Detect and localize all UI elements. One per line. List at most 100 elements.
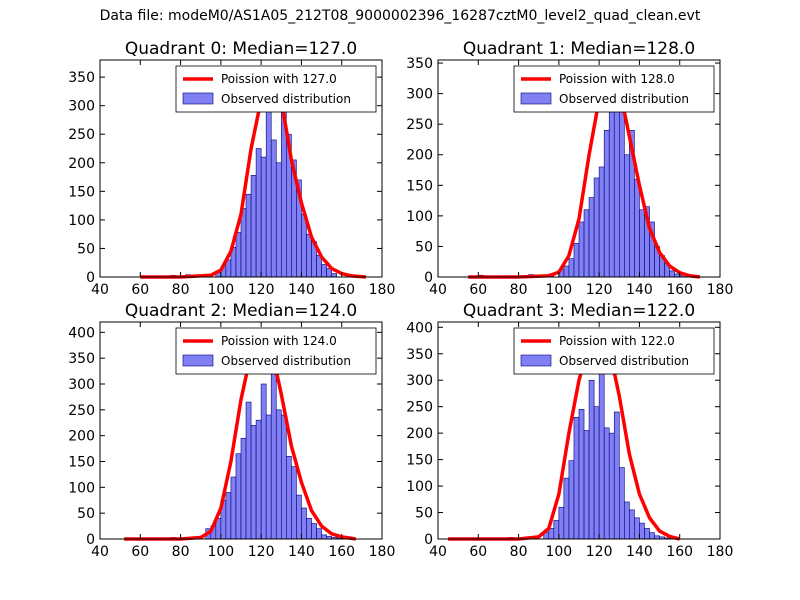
- x-tick-label: 180: [369, 544, 396, 560]
- y-tick-label: 150: [406, 453, 433, 469]
- subplot-title: Quadrant 3: Median=122.0: [463, 301, 695, 321]
- histogram-bar: [639, 522, 645, 540]
- histogram-bar: [265, 105, 272, 278]
- histogram-bar: [598, 166, 605, 278]
- x-tick-label: 120: [248, 282, 275, 298]
- subplot-title: Quadrant 0: Median=127.0: [125, 39, 357, 59]
- y-tick-label: 100: [406, 479, 433, 495]
- y-tick-label: 250: [68, 127, 95, 143]
- y-tick-label: 350: [68, 351, 95, 367]
- histogram-bar: [603, 427, 610, 540]
- histogram-bar: [568, 258, 575, 278]
- y-tick-label: 300: [406, 373, 433, 389]
- histogram-bar: [593, 406, 600, 540]
- histogram-bar: [296, 494, 302, 540]
- histogram-bar: [624, 501, 630, 540]
- x-tick-label: 160: [328, 544, 355, 560]
- legend-observed-swatch: [182, 92, 214, 105]
- legend-box: [513, 327, 715, 375]
- y-tick-label: 100: [406, 209, 433, 225]
- histogram-bar: [669, 270, 675, 278]
- histogram-bar: [558, 506, 565, 540]
- x-tick-label: 160: [328, 282, 355, 298]
- histogram-bar: [573, 416, 580, 540]
- histogram-bar: [265, 414, 272, 540]
- histogram-bar: [588, 197, 595, 278]
- x-tick-label: 140: [626, 544, 653, 560]
- histogram-bar: [245, 401, 252, 540]
- histogram-bar: [240, 437, 247, 540]
- y-tick-label: 150: [406, 178, 433, 194]
- histogram-bar: [301, 507, 307, 540]
- y-tick-label: 250: [406, 400, 433, 416]
- histogram-bar: [286, 456, 292, 540]
- y-tick-label: 250: [68, 403, 95, 419]
- histogram-bar: [588, 379, 595, 540]
- axes-frame: [99, 321, 383, 540]
- axes-frame: [437, 321, 721, 540]
- histogram-bar: [270, 347, 277, 540]
- y-tick-label: 350: [406, 56, 433, 72]
- legend-observed-swatch: [182, 354, 214, 367]
- x-tick-label: 160: [666, 282, 693, 298]
- y-tick-label: 100: [68, 213, 95, 229]
- subplot-title: Quadrant 1: Median=128.0: [463, 39, 695, 59]
- x-tick-label: 120: [586, 544, 613, 560]
- y-tick-label: 200: [68, 156, 95, 172]
- legend-observed-swatch: [520, 92, 552, 105]
- histogram-bar: [301, 213, 307, 278]
- x-tick-label: 180: [707, 544, 734, 560]
- histogram-bar: [603, 129, 610, 278]
- x-tick-label: 80: [172, 544, 190, 560]
- y-tick-label: 200: [406, 148, 433, 164]
- subplot-title: Quadrant 2: Median=124.0: [125, 301, 357, 321]
- legend-box: [175, 327, 377, 375]
- y-tick-label: 300: [406, 87, 433, 103]
- y-tick-label: 100: [68, 480, 95, 496]
- legend: Poission with 128.0 Observed distribution: [513, 65, 715, 113]
- x-tick-label: 80: [172, 282, 190, 298]
- histogram-bar: [255, 419, 262, 540]
- x-tick-label: 120: [248, 544, 275, 560]
- histogram-bar: [255, 148, 262, 278]
- histogram-bar: [235, 453, 242, 540]
- legend: Poission with 124.0 Observed distribution: [175, 327, 377, 375]
- histogram-bar: [230, 476, 237, 540]
- x-tick-label: 140: [288, 282, 315, 298]
- histogram-bar: [634, 178, 640, 278]
- histogram-bar: [598, 358, 605, 540]
- y-tick-label: 50: [77, 506, 95, 522]
- histogram-bar: [568, 460, 575, 540]
- histogram-bar: [321, 264, 327, 278]
- subplot-quadrant-2: Quadrant 2: Median=124.0 40 60 80 100 120 140 1…: [68, 301, 395, 560]
- histogram-bar: [583, 209, 590, 278]
- x-tick-label: 180: [707, 282, 734, 298]
- x-tick-label: 40: [429, 282, 447, 298]
- y-tick-label: 150: [68, 184, 95, 200]
- x-tick-label: 100: [545, 544, 572, 560]
- x-tick-label: 60: [469, 544, 487, 560]
- subplot-quadrant-1: Quadrant 1: Median=128.0 40 60 80 100 120 140 1…: [406, 39, 733, 298]
- x-tick-label: 40: [91, 282, 109, 298]
- y-tick-label: 400: [406, 320, 433, 336]
- legend-box: [513, 65, 715, 113]
- x-tick-label: 80: [510, 282, 528, 298]
- histogram-bar: [306, 233, 312, 278]
- histogram-bar: [250, 425, 257, 540]
- legend-poisson-label: Poission with 127.0: [221, 72, 337, 86]
- histogram-bar: [260, 156, 267, 278]
- histogram-bar: [563, 265, 570, 278]
- y-tick-label: 300: [68, 99, 95, 115]
- legend-observed-label: Observed distribution: [221, 354, 351, 368]
- histogram-bar: [573, 243, 580, 278]
- legend-poisson-label: Poission with 122.0: [559, 334, 675, 348]
- histogram-bar: [235, 232, 242, 278]
- histogram-bar: [608, 432, 615, 540]
- figure-suptitle: Data file: modeM0/AS1A05_212T08_90000023…: [99, 8, 701, 24]
- histogram-bar: [240, 208, 247, 278]
- legend-observed-label: Observed distribution: [559, 92, 689, 106]
- histogram-bar: [270, 139, 277, 278]
- axes-frame: [437, 59, 721, 278]
- histogram-bar: [280, 414, 287, 540]
